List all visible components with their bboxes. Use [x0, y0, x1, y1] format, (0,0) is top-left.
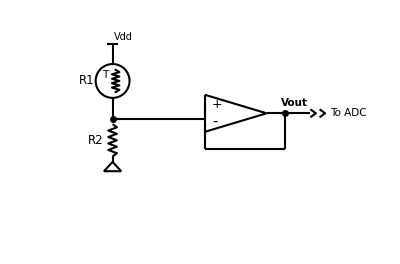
Text: T: T [102, 70, 109, 80]
Text: +: + [212, 98, 222, 111]
Text: Vout: Vout [280, 98, 308, 108]
Text: R2: R2 [88, 134, 103, 147]
Text: R1: R1 [79, 74, 94, 87]
Text: Vdd: Vdd [114, 31, 133, 41]
Text: -: - [212, 114, 217, 129]
Text: To ADC: To ADC [330, 108, 367, 118]
